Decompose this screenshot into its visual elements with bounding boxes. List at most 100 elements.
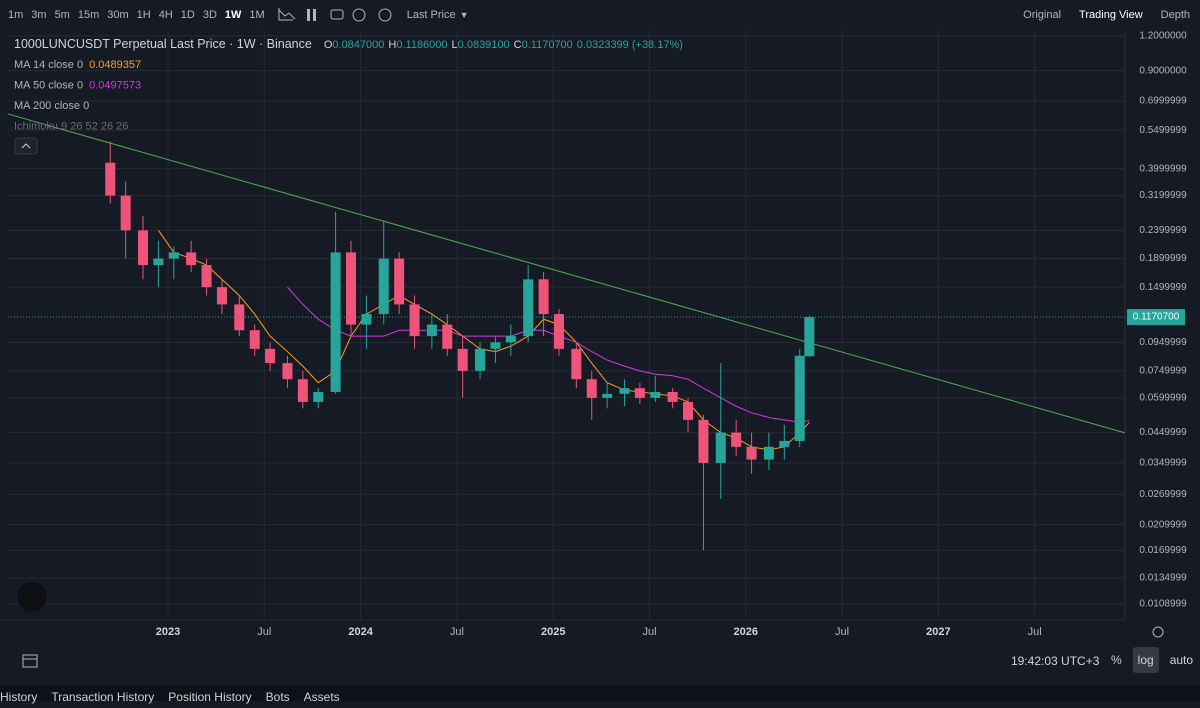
interval-button[interactable]: 1m [8,9,24,21]
candle-body [475,348,486,371]
tab[interactable]: Assets [303,690,340,704]
interval-button[interactable]: 15m [77,9,100,21]
candle-body [731,432,742,447]
x-tick-label: Jul [257,626,271,638]
tab[interactable]: Position History [168,690,252,704]
candle-body [619,388,630,394]
indicator-icon[interactable] [312,9,316,21]
ohlc-label: O [324,39,333,51]
candle-body [249,330,260,349]
candle-body [138,230,149,266]
interval-button[interactable]: 1D [180,9,195,21]
interval-button[interactable]: 30m [107,9,129,21]
candle-body [763,446,774,460]
y-tick-label: 0.0349999 [1139,458,1187,469]
y-tick-label: 0.0169999 [1139,545,1187,556]
interval-button[interactable]: 3m [31,9,47,21]
candle-body [538,279,549,315]
candle-body [490,342,501,349]
change: 0.0323399 (+38.17%) [577,39,683,51]
y-tick-label: 0.2399999 [1139,225,1187,236]
compare-icon[interactable] [378,8,392,22]
collapse-arrow [21,143,31,149]
candle-body [426,324,437,337]
scale-buttons: % log auto [1106,647,1198,673]
tab-bar: History Transaction History Position Histo… [0,686,1200,704]
tab[interactable]: Transaction History [51,690,155,704]
last-price-label: 0.1170700 [1133,312,1180,323]
view-button[interactable]: Original [1023,9,1062,21]
candle-body [394,258,405,305]
moving-average [287,286,810,423]
candle-body [105,162,116,196]
snapshot-icon[interactable] [330,9,344,20]
trendline [7,113,1126,434]
ohlc-label: L [452,39,458,51]
indicator-legend: MA 200 close 0 [14,100,89,112]
scale-button[interactable]: auto [1169,653,1194,667]
candle-body [201,265,212,288]
candle-body [409,304,420,337]
x-tick-label: Jul [1028,626,1042,638]
candle-body [602,393,613,398]
ohlc-label: H [388,39,396,51]
indicator-value: 0.0489357 [89,59,141,71]
candle-body [794,355,805,441]
candle-body [586,379,597,398]
x-tick-label: Jul [835,626,849,638]
x-tick-label: 2026 [734,626,758,638]
tab[interactable]: Bots [265,690,290,704]
candle-body [216,287,227,305]
candle-body [505,336,516,343]
interval-button[interactable]: 4H [158,9,173,21]
candle-body [186,252,197,266]
y-tick-label: 0.0599999 [1139,392,1187,403]
interval-button[interactable]: 1M [249,9,265,21]
interval-button[interactable]: 1W [224,9,242,21]
date-range-icon[interactable] [21,651,41,671]
chart: 1.2000000 0.9000000 0.6999999 0.5499999 0.39… [0,30,1200,645]
y-tick-label: 0.0749999 [1139,366,1187,377]
scale-button[interactable]: % [1111,653,1122,667]
candle-body [282,363,293,380]
settings-icon[interactable] [1152,626,1164,638]
interval-button[interactable]: 5m [54,9,70,21]
collapse-button[interactable] [14,137,38,155]
clock: 19:42:03 UTC+3 [1011,654,1100,668]
tab[interactable]: History [0,690,38,704]
candle-body [378,258,389,315]
candle-body [153,258,164,266]
y-tick-label: 0.5499999 [1139,125,1187,136]
y-tick-label: 0.9000000 [1139,65,1187,76]
candle-body [698,419,709,463]
symbol: 1000LUNCUSDT Perpetual Last Price · 1W ·… [14,37,312,51]
view-button[interactable]: Depth [1160,9,1190,21]
candle-body [779,440,790,447]
candle-body [168,252,179,259]
add-icon[interactable] [352,8,366,22]
y-tick-label: 0.0269999 [1139,489,1187,500]
y-tick-label: 0.0449999 [1139,427,1187,438]
price-source[interactable]: Last Price [406,9,456,21]
indicator-icon[interactable] [306,9,310,21]
y-tick-label: 0.1899999 [1139,253,1187,264]
candle-body [457,348,468,371]
y-tick-label: 0.3199999 [1139,190,1187,201]
price-axis-bg [1125,30,1200,645]
candle-body [667,391,678,402]
toolbar: 1m 3m 5m 15m 30m 1H 4H 1D 3D 1W 1M Last Price ▼ Ori… [0,0,1200,30]
chart-type-icon[interactable] [278,8,296,21]
x-tick-label: Jul [642,626,656,638]
scale-button[interactable]: log [1132,647,1159,673]
dropdown-arrow: ▼ [459,10,469,20]
y-tick-label: 0.0949999 [1139,337,1187,348]
x-tick-label: Jul [450,626,464,638]
candle-body [345,252,356,325]
view-button[interactable]: Trading View [1079,9,1143,21]
interval-button[interactable]: 3D [202,9,217,21]
candle-body [361,314,372,325]
interval-button[interactable]: 1H [136,9,151,21]
candle-body [330,252,341,392]
candle-body [442,324,453,349]
